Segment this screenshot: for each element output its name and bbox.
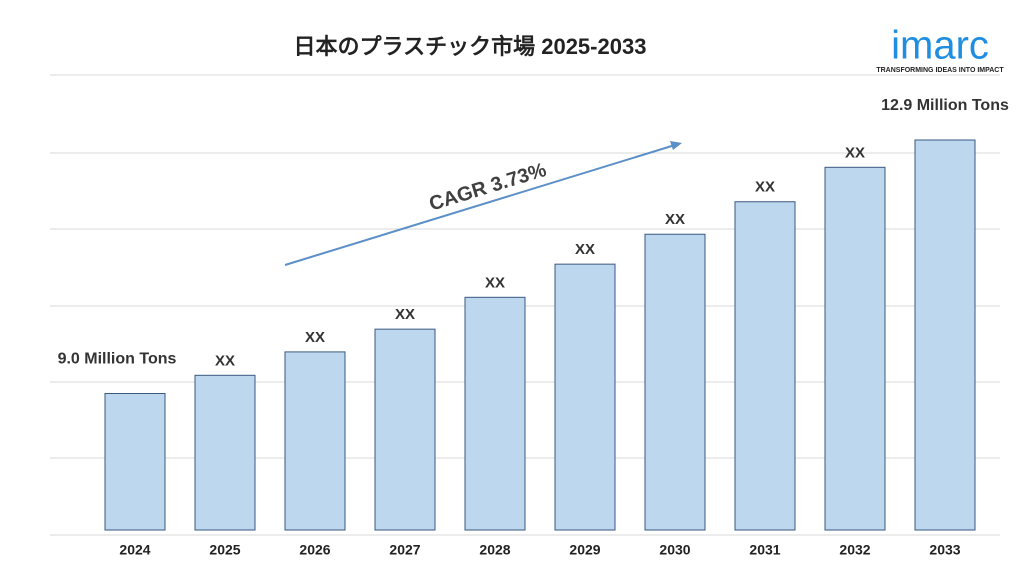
x-tick-label: 2027 xyxy=(389,542,420,558)
value-label: XX xyxy=(305,329,325,346)
value-label: XX xyxy=(755,179,775,196)
bar xyxy=(554,263,616,531)
x-tick-label: 2026 xyxy=(299,542,330,558)
x-tick-label: 2033 xyxy=(929,542,960,558)
value-label: XX xyxy=(845,144,865,161)
value-label: XX xyxy=(215,352,235,369)
value-label: 12.9 Million Tons xyxy=(881,97,1009,114)
value-label: XX xyxy=(665,211,685,228)
x-tick-label: 2029 xyxy=(569,542,600,558)
cagr-label: CAGR 3.73% xyxy=(427,159,549,216)
bar xyxy=(464,296,526,531)
x-tick-label: 2028 xyxy=(479,542,510,558)
x-tick-label: 2032 xyxy=(839,542,870,558)
value-label: 9.0 Million Tons xyxy=(58,351,177,368)
bar xyxy=(284,351,346,531)
x-tick-label: 2031 xyxy=(749,542,780,558)
bar xyxy=(104,393,166,531)
bar xyxy=(824,166,886,531)
logo-name: imarc xyxy=(891,24,989,68)
bar xyxy=(914,139,976,531)
cagr-arrow xyxy=(284,144,676,266)
logo-tagline: TRANSFORMING IDEAS INTO IMPACT xyxy=(876,67,1004,74)
value-label: XX xyxy=(575,241,595,258)
bar xyxy=(734,201,796,531)
x-tick-label: 2024 xyxy=(119,542,150,558)
chart-title: 日本のプラスチック市場 2025-2033 xyxy=(294,34,647,59)
value-label: XX xyxy=(485,274,505,291)
cagr-arrowhead xyxy=(670,141,682,150)
bar xyxy=(194,374,256,531)
bar xyxy=(374,328,436,531)
x-tick-label: 2025 xyxy=(209,542,240,558)
value-label: XX xyxy=(395,306,415,323)
x-tick-label: 2030 xyxy=(659,542,690,558)
bar xyxy=(644,233,706,531)
